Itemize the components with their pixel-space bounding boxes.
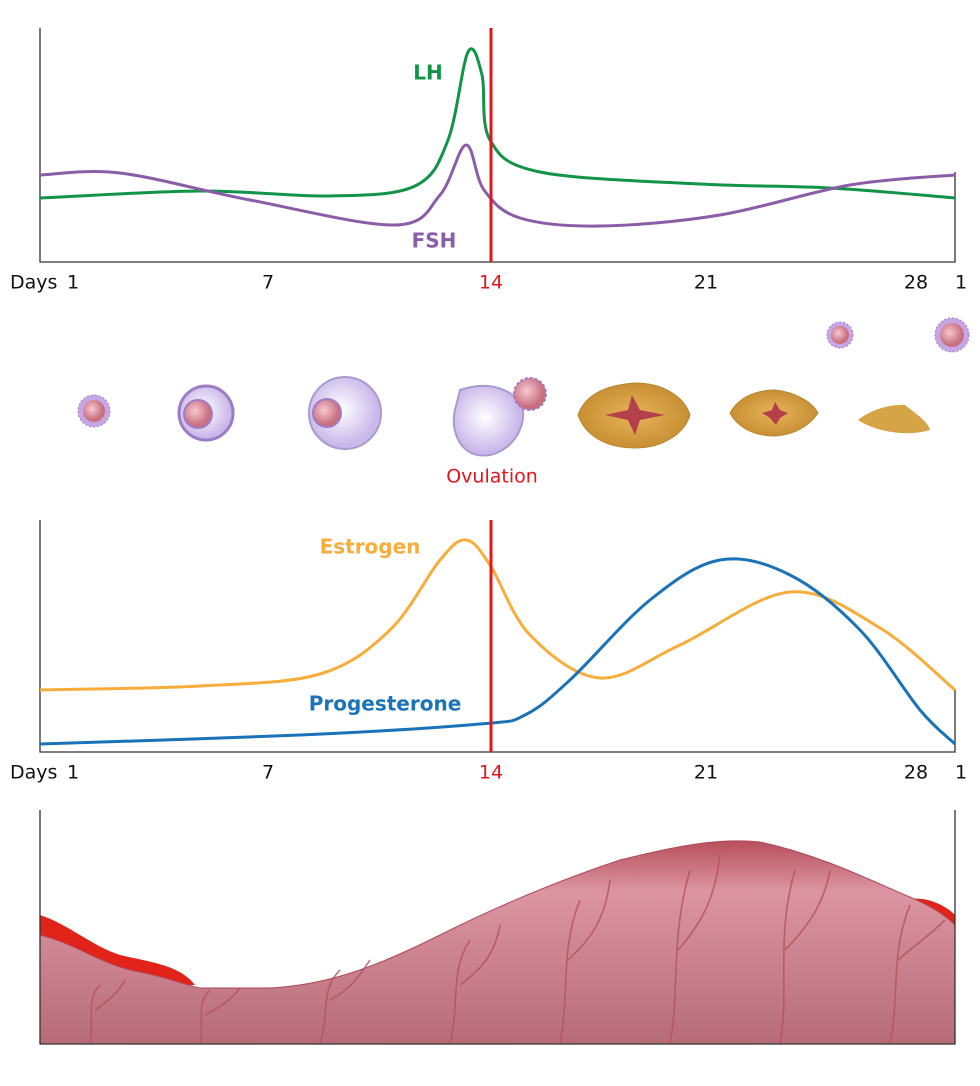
egg [831,326,849,344]
fsh-label: FSH [412,229,457,253]
day-label: 14 [479,762,503,784]
day-label: 1 [67,272,79,294]
frame [39,520,956,753]
panel-2: Estrogen Progesterone Days 1 7 14 21 28 1 [10,520,967,784]
egg [513,377,547,411]
lh-curve [39,47,956,200]
fsh-curve [39,143,956,228]
axis-title: Days [10,272,57,294]
egg [312,398,342,428]
frame [39,810,956,1045]
day-label: 28 [904,272,928,294]
day-label: 21 [694,762,718,784]
progesterone-curve [39,557,957,746]
day-label: 1 [67,762,79,784]
day-label: 28 [904,762,928,784]
progesterone-label: Progesterone [309,692,462,716]
ruptured-follicle [452,385,525,457]
day-label: 21 [694,272,718,294]
panel-1: LH FSH Days 1 7 14 21 28 1 [10,28,967,294]
follicle [308,376,382,450]
corpus-center [605,395,665,435]
egg [83,400,105,422]
egg [940,323,964,347]
day-label: 14 [479,272,503,294]
frame [39,28,956,263]
day-axis: Days 1 7 14 21 28 1 [10,272,967,294]
estrogen-label: Estrogen [320,535,421,559]
day-label: 7 [262,272,274,294]
follicle-stages: Ovulation [77,317,970,488]
endometrium [39,840,956,1045]
day-label: 7 [262,762,274,784]
day-label: 1 [955,272,967,294]
ovulation-label: Ovulation [446,466,538,488]
lh-label: LH [413,61,442,85]
axis-title: Days [10,762,57,784]
estrogen-curve [39,538,956,692]
endometrium-panel [39,810,956,1045]
egg [183,399,213,429]
day-axis: Days 1 7 14 21 28 1 [10,762,967,784]
corpus-albicans [858,404,930,434]
blood-vessels [89,854,946,1045]
day-label: 1 [955,762,967,784]
corpus-center [762,402,788,425]
